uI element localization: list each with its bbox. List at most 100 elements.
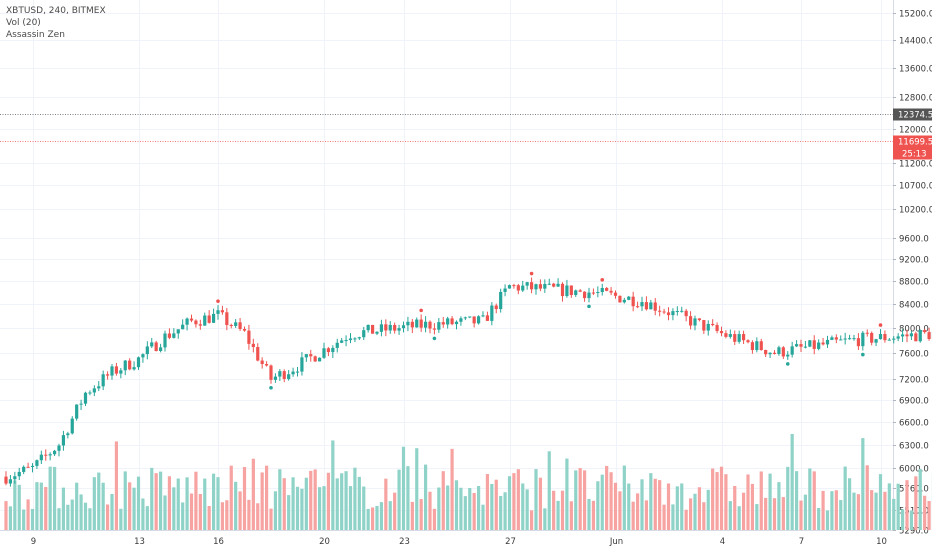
candle[interactable] bbox=[357, 336, 361, 340]
volume-bar[interactable] bbox=[220, 502, 225, 530]
candle[interactable] bbox=[397, 324, 401, 335]
volume-bar[interactable] bbox=[468, 488, 472, 530]
volume-bar[interactable] bbox=[154, 473, 158, 530]
signals[interactable] bbox=[216, 60, 932, 390]
volume-bar[interactable] bbox=[260, 472, 264, 530]
volume-bar[interactable] bbox=[441, 471, 445, 530]
candle[interactable] bbox=[507, 284, 512, 289]
volume-bar[interactable] bbox=[631, 501, 635, 530]
volume-bar[interactable] bbox=[781, 497, 785, 530]
volume-bar[interactable] bbox=[481, 504, 485, 530]
candle[interactable] bbox=[459, 316, 463, 326]
candle[interactable] bbox=[790, 341, 794, 358]
volume-bar[interactable] bbox=[878, 474, 883, 530]
candle[interactable] bbox=[560, 282, 565, 302]
candle[interactable] bbox=[684, 308, 688, 322]
volume-bar[interactable] bbox=[839, 500, 843, 530]
volume-bar[interactable] bbox=[278, 469, 282, 530]
candle[interactable] bbox=[609, 287, 613, 296]
candle[interactable] bbox=[110, 364, 114, 380]
candle[interactable] bbox=[287, 370, 291, 381]
candle[interactable] bbox=[534, 283, 538, 295]
volume-bar[interactable] bbox=[225, 500, 229, 530]
volume-bar[interactable] bbox=[52, 466, 57, 530]
volume-bar[interactable] bbox=[790, 434, 794, 530]
candle[interactable] bbox=[101, 370, 105, 391]
volume-bar[interactable] bbox=[375, 505, 379, 530]
volume-bar[interactable] bbox=[256, 503, 260, 530]
candle[interactable] bbox=[441, 317, 445, 328]
candle[interactable] bbox=[613, 290, 618, 299]
candle[interactable] bbox=[803, 340, 808, 349]
volume-bar[interactable] bbox=[463, 496, 467, 530]
candle[interactable] bbox=[8, 474, 13, 487]
volume-bar[interactable] bbox=[507, 476, 512, 530]
candle[interactable] bbox=[163, 330, 167, 352]
volume-bar[interactable] bbox=[384, 478, 388, 530]
candle[interactable] bbox=[39, 450, 43, 465]
candle[interactable] bbox=[706, 320, 710, 336]
volume-bar[interactable] bbox=[649, 473, 653, 530]
candle[interactable] bbox=[600, 283, 604, 296]
candle[interactable] bbox=[702, 319, 706, 334]
candle[interactable] bbox=[834, 334, 838, 344]
volume-bar[interactable] bbox=[264, 465, 269, 530]
candle[interactable] bbox=[229, 323, 233, 329]
volume-bar[interactable] bbox=[401, 446, 406, 530]
candle[interactable] bbox=[644, 296, 649, 311]
candle[interactable] bbox=[61, 430, 66, 451]
volume-bar[interactable] bbox=[454, 480, 459, 530]
candle[interactable] bbox=[662, 308, 666, 315]
volume-bar[interactable] bbox=[203, 478, 207, 530]
volume-bar[interactable] bbox=[547, 451, 551, 530]
candle[interactable] bbox=[132, 361, 136, 371]
volume-bar[interactable] bbox=[830, 491, 834, 530]
current-price-label[interactable]: 11699.5 25:13 bbox=[893, 135, 932, 160]
candle[interactable] bbox=[618, 295, 622, 303]
candle[interactable] bbox=[269, 364, 273, 384]
candle[interactable] bbox=[370, 324, 375, 334]
candle[interactable] bbox=[322, 342, 326, 359]
candle[interactable] bbox=[454, 320, 459, 330]
volume-bar[interactable] bbox=[273, 491, 278, 530]
candle[interactable] bbox=[48, 452, 52, 461]
candle[interactable] bbox=[512, 283, 516, 289]
volume-bar[interactable] bbox=[123, 471, 127, 530]
volume-bar[interactable] bbox=[17, 484, 21, 530]
volume-bar[interactable] bbox=[529, 510, 534, 530]
candle[interactable] bbox=[128, 358, 132, 371]
volume-bar[interactable] bbox=[896, 483, 900, 530]
candle[interactable] bbox=[490, 302, 494, 326]
volume-bar[interactable] bbox=[653, 478, 657, 530]
candle[interactable] bbox=[777, 345, 781, 356]
candle[interactable] bbox=[220, 305, 225, 315]
candle[interactable] bbox=[335, 338, 339, 353]
candle[interactable] bbox=[216, 305, 220, 320]
time-axis[interactable]: 91316202327Jun47101317202427Jul4 bbox=[0, 530, 932, 548]
candle[interactable] bbox=[909, 331, 914, 340]
candle[interactable] bbox=[375, 331, 379, 336]
volume-bar[interactable] bbox=[719, 466, 724, 530]
volume-bar[interactable] bbox=[750, 483, 755, 530]
candle[interactable] bbox=[4, 471, 8, 486]
volume-bar[interactable] bbox=[923, 495, 927, 530]
volume-bar[interactable] bbox=[591, 500, 596, 530]
volume-bar[interactable] bbox=[331, 440, 335, 530]
candle[interactable] bbox=[211, 308, 216, 324]
volume-bar[interactable] bbox=[909, 510, 914, 530]
candle[interactable] bbox=[150, 337, 154, 349]
candle[interactable] bbox=[203, 312, 207, 326]
volume-bar[interactable] bbox=[834, 490, 838, 530]
sell-signal-marker[interactable] bbox=[529, 271, 534, 276]
volume-bar[interactable] bbox=[843, 466, 847, 530]
volume-bar[interactable] bbox=[794, 471, 799, 530]
candle[interactable] bbox=[401, 321, 406, 333]
candle[interactable] bbox=[238, 318, 242, 331]
volume-bar[interactable] bbox=[393, 492, 397, 530]
candle[interactable] bbox=[870, 331, 874, 346]
candle[interactable] bbox=[66, 431, 70, 439]
volume-bars[interactable] bbox=[4, 400, 932, 530]
volume-bar[interactable] bbox=[207, 505, 211, 530]
candle[interactable] bbox=[543, 279, 547, 293]
